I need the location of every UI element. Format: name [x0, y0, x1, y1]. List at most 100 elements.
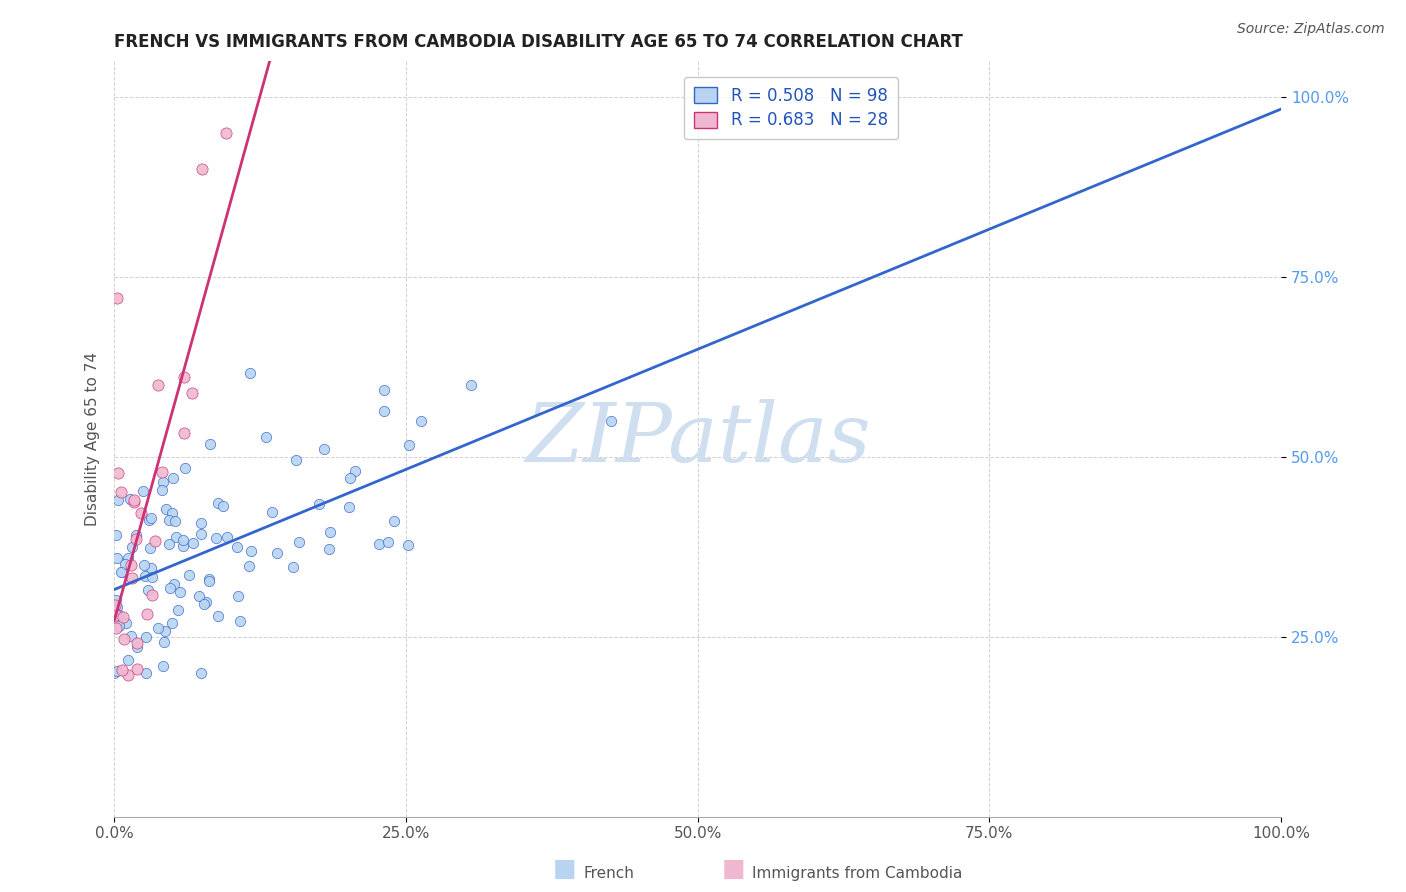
Point	[105, 527, 128, 541]
Point	[187, 589, 209, 603]
Point	[159, 581, 181, 595]
Point	[281, 560, 304, 574]
Point	[127, 640, 149, 655]
Point	[160, 507, 183, 521]
Point	[377, 534, 399, 549]
Point	[190, 516, 212, 531]
Point	[165, 530, 187, 544]
Point	[105, 600, 128, 615]
Point	[121, 541, 143, 555]
Point	[114, 557, 136, 571]
Point	[146, 621, 169, 635]
Point	[153, 624, 176, 638]
Point	[198, 574, 221, 589]
Point	[600, 414, 623, 428]
Point	[103, 665, 125, 680]
Point	[205, 532, 228, 546]
Point	[107, 466, 129, 480]
Point	[318, 541, 340, 556]
Point	[125, 662, 148, 676]
Point	[308, 497, 330, 511]
Text: FRENCH VS IMMIGRANTS FROM CAMBODIA DISABILITY AGE 65 TO 74 CORRELATION CHART: FRENCH VS IMMIGRANTS FROM CAMBODIA DISAB…	[114, 33, 963, 51]
Point	[105, 550, 128, 565]
Point	[172, 539, 194, 553]
Point	[368, 537, 391, 551]
Point	[207, 609, 229, 624]
Point	[239, 543, 262, 558]
Point	[107, 619, 129, 633]
Point	[121, 571, 143, 585]
Point	[344, 465, 367, 479]
Point	[262, 505, 284, 519]
Point	[254, 430, 277, 444]
Point	[238, 559, 260, 574]
Point	[157, 513, 180, 527]
Y-axis label: Disability Age 65 to 74: Disability Age 65 to 74	[86, 351, 100, 525]
Point	[117, 551, 139, 566]
Point	[134, 569, 156, 583]
Point	[190, 526, 212, 541]
Point	[314, 442, 336, 456]
Point	[319, 525, 342, 540]
Point	[173, 370, 195, 384]
Text: Source: ZipAtlas.com: Source: ZipAtlas.com	[1237, 22, 1385, 37]
Point	[114, 616, 136, 631]
Point	[165, 514, 187, 528]
Point	[108, 607, 131, 622]
Point	[141, 570, 163, 584]
Point	[266, 546, 288, 560]
Point	[288, 535, 311, 549]
Point	[284, 452, 307, 467]
Point	[157, 537, 180, 551]
Point	[339, 471, 361, 485]
Point	[135, 665, 157, 680]
Point	[226, 541, 249, 555]
Point	[112, 632, 135, 647]
Point	[174, 460, 197, 475]
Point	[111, 663, 134, 677]
Point	[173, 426, 195, 441]
Point	[141, 588, 163, 602]
Point	[124, 493, 146, 508]
Point	[148, 377, 170, 392]
Point	[373, 404, 395, 418]
Point	[136, 583, 159, 598]
Point	[152, 658, 174, 673]
Point	[409, 414, 432, 428]
Point	[139, 541, 162, 556]
Point	[384, 514, 406, 528]
Point	[105, 291, 128, 305]
Point	[373, 383, 395, 397]
Point	[193, 597, 215, 611]
Point	[135, 630, 157, 644]
Point	[139, 511, 162, 525]
Point	[194, 595, 217, 609]
Point	[190, 161, 212, 176]
Point	[105, 621, 128, 635]
Point	[136, 607, 159, 621]
Point	[153, 635, 176, 649]
Point	[117, 652, 139, 666]
Point	[143, 533, 166, 548]
Point	[120, 629, 142, 643]
Point	[134, 558, 156, 572]
Point	[398, 437, 420, 451]
Legend: R = 0.508   N = 98, R = 0.683   N = 28: R = 0.508 N = 98, R = 0.683 N = 28	[685, 77, 898, 139]
Point	[179, 568, 201, 582]
Point	[226, 589, 249, 603]
Point	[150, 483, 173, 497]
Point	[214, 126, 236, 140]
Point	[117, 668, 139, 682]
Point	[104, 599, 127, 613]
Point	[110, 485, 132, 500]
Point	[166, 603, 188, 617]
Point	[103, 603, 125, 617]
Point	[169, 585, 191, 599]
Point	[239, 366, 262, 380]
Text: ZIPatlas: ZIPatlas	[524, 399, 870, 479]
Point	[152, 475, 174, 490]
Text: French: French	[583, 866, 634, 881]
Point	[162, 616, 184, 631]
Point	[172, 533, 194, 548]
Point	[110, 565, 132, 579]
